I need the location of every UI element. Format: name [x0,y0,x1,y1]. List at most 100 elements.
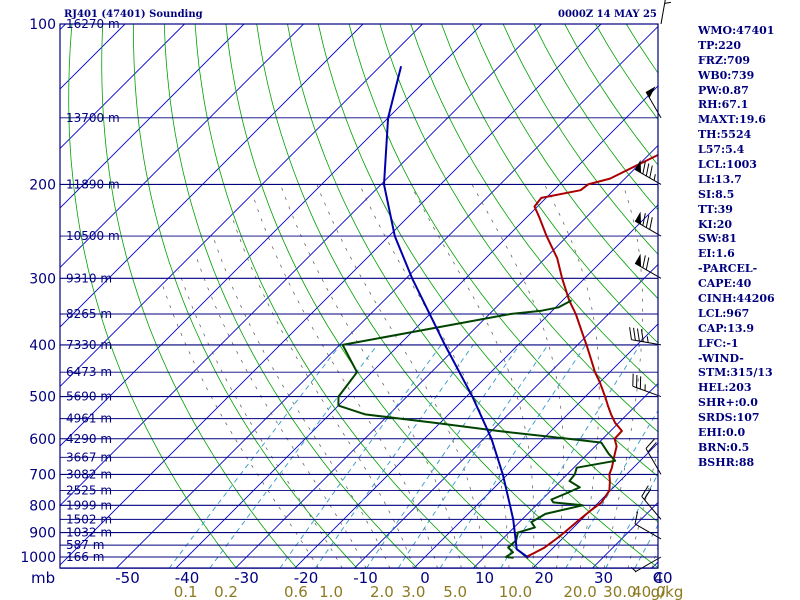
isotherm [472,382,658,568]
dry-adiabat [410,24,658,388]
height-label: 1032 m [66,526,112,540]
moist-adiabat [212,235,391,568]
height-label: 1502 m [66,512,112,526]
isotherm [60,24,245,209]
wind-barb [634,159,662,185]
moist-adiabat [359,184,510,568]
mixing-ratio-unit-label: g/kg [651,583,684,600]
index-line: RH:67.1 [698,98,749,112]
height-label: 11890 m [66,177,120,191]
wind-barb [632,373,662,398]
height-label: 1999 m [66,498,112,512]
plot-frame [59,23,659,569]
moist-adiabat [603,184,644,568]
index-line: PW:0.87 [698,83,749,97]
isotherm [353,263,658,568]
height-label: 4290 m [66,432,112,446]
dry-adiabat [194,24,479,568]
temperature-tick-label: 0 [420,569,430,587]
index-line: BSHR:88 [698,455,755,469]
sounding-title: RJ401 (47401) Sounding [64,9,203,20]
moist-adiabat [544,184,600,568]
dry-adiabat [287,24,658,568]
pressure-tick-label: 400 [29,338,56,354]
isotherm [60,24,185,150]
height-label: 3082 m [66,467,112,481]
dry-adiabat [133,24,358,568]
index-line: EHI:0.0 [698,426,746,440]
index-line: WMO:47401 [698,24,775,37]
index-line: EI:1.6 [698,247,735,261]
mixing-ratio-line [279,344,442,568]
pressure-tick-label: 600 [29,432,56,448]
mixing-ratio-tick-label: 0.6 [284,583,308,600]
mixing-ratio-line [565,409,658,568]
isotherm [115,25,658,568]
index-line: SI:8.5 [698,187,735,201]
index-line: LFC:-1 [698,336,739,350]
pressure-tick-label: 500 [29,390,56,406]
isotherm [60,24,364,328]
index-line: SW:81 [698,232,737,246]
mixing-ratio-line [366,344,520,568]
index-line: LCL:967 [698,306,750,320]
moist-adiabat [178,270,343,568]
isotherm [60,24,483,447]
moist-adiabat [194,253,367,568]
index-line: -WIND- [698,351,744,365]
wind-barb [634,253,662,279]
temperature-tick-label: -10 [353,569,378,587]
isotherm [60,24,66,31]
height-label: 7330 m [66,338,112,352]
indices-panel: WMO:47401 TP:220 FRZ:709 WB0:739 PW:0.87 RH:6… [698,24,798,471]
temperature-tick-label: -20 [294,569,319,587]
dry-adiabat [317,24,658,523]
index-line: TH:5524 [698,128,752,142]
mixing-ratio-tick-label: 0.1 [174,583,198,600]
index-line: SHR+:0.0 [698,396,758,410]
height-label: 3667 m [66,450,112,464]
mixing-ratio-line [168,344,341,568]
isotherm [175,85,658,568]
index-line: WB0:739 [698,68,755,82]
index-line: -PARCEL- [698,262,758,276]
dry-adiabat [68,24,237,568]
index-line: TP:220 [698,38,742,52]
dry-adiabat [379,24,658,433]
temperature-curve [525,153,658,559]
moist-adiabat [231,216,414,568]
dry-adiabat [441,24,658,344]
isotherm [532,442,658,568]
moist-adiabat [162,285,319,568]
mixing-ratio-tick-label: 2.0 [370,583,394,600]
mixing-ratio-tick-label: 10.0 [499,583,532,600]
dry-adiabat [225,24,539,568]
pressure-tick-label: 100 [29,17,56,33]
mixing-ratio-tick-label: 0.2 [214,583,238,600]
index-line: SRDS:107 [698,411,760,425]
mixing-ratio-tick-label: 30.0 [603,583,636,600]
temperature-tick-label: -50 [115,569,140,587]
index-line: CINH:44206 [698,292,775,306]
pressure-unit-label: mb [31,569,55,587]
sounding-time: 0000Z 14 MAY 25 [558,9,657,20]
index-line: STM:315/13 [698,366,773,380]
dewpoint-curve [337,299,617,559]
index-line: TT:39 [698,202,733,216]
index-line: BRN:0.5 [698,440,750,454]
index-line: KI:20 [698,217,733,231]
temperature-tick-label: -40 [175,569,200,587]
index-line: LI:13.7 [698,172,742,186]
height-label: 5690 m [66,390,112,404]
parcel-curve [383,65,529,559]
index-line: LCL:1003 [698,158,757,172]
height-label: 13700 m [66,111,120,125]
index-line: HEL:203 [698,381,752,395]
mixing-ratio-line [439,344,587,568]
isotherm [234,144,658,568]
isotherm [60,24,542,507]
temperature-tick-label: -30 [234,569,259,587]
isotherm [60,24,423,388]
temperature-tick-label: 40 [653,569,672,587]
